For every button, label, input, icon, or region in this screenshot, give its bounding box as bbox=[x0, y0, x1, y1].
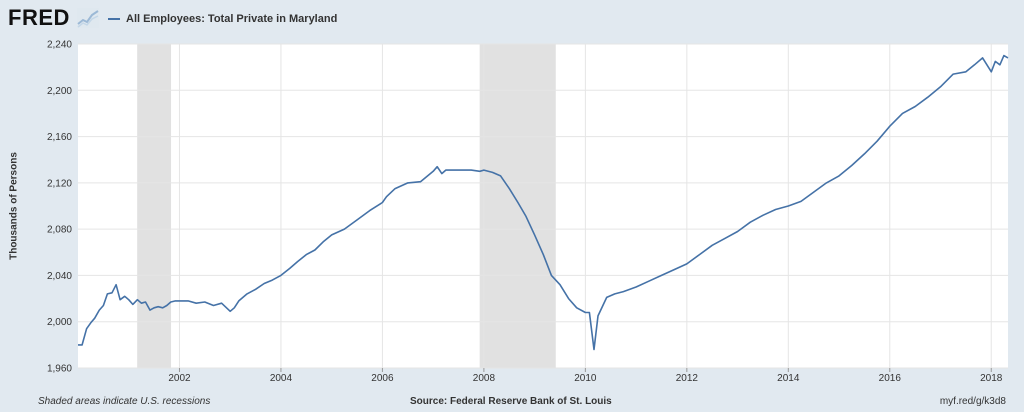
y-tick-label: 2,160 bbox=[47, 132, 72, 143]
y-tick-label: 2,040 bbox=[47, 271, 72, 282]
y-axis-ticks: 1,960 2,000 2,040 2,080 2,120 2,160 2,200 2,240 bbox=[47, 40, 72, 375]
x-tick-label: 2012 bbox=[676, 373, 699, 384]
series-line bbox=[78, 54, 1009, 351]
y-tick-label: 1,960 bbox=[47, 364, 72, 375]
x-tick-label: 2008 bbox=[473, 373, 496, 384]
y-tick-label: 2,000 bbox=[47, 317, 72, 328]
legend-series-label[interactable]: All Employees: Total Private in Maryland bbox=[126, 13, 338, 25]
recession-band bbox=[479, 44, 556, 368]
y-tick-label: 2,120 bbox=[47, 178, 72, 189]
short-url-link[interactable]: myf.red/g/k3d8 bbox=[939, 396, 1006, 407]
x-tick-label: 2006 bbox=[371, 373, 394, 384]
x-tick-label: 2018 bbox=[980, 373, 1003, 384]
x-axis-ticks: 2002 2004 2006 2008 2010 2012 2014 2016 2018 bbox=[168, 368, 1003, 384]
x-tick-label: 2016 bbox=[879, 373, 902, 384]
y-tick-label: 2,080 bbox=[47, 225, 72, 236]
y-axis-label: Thousands of Persons bbox=[8, 152, 20, 260]
recession-bands bbox=[137, 44, 556, 368]
x-tick-label: 2004 bbox=[270, 373, 293, 384]
series-layer bbox=[78, 54, 1009, 351]
recession-note: Shaded areas indicate U.S. recessions bbox=[38, 396, 211, 407]
gridlines bbox=[78, 43, 1008, 369]
recession-band bbox=[137, 44, 172, 368]
x-tick-label: 2014 bbox=[777, 373, 800, 384]
x-tick-label: 2002 bbox=[168, 373, 191, 384]
x-tick-label: 2010 bbox=[574, 373, 597, 384]
y-tick-label: 2,240 bbox=[47, 40, 72, 51]
source-note: Source: Federal Reserve Bank of St. Loui… bbox=[410, 396, 612, 407]
legend-swatch bbox=[108, 18, 120, 20]
chart-header: FRED All Employees: Total Private in Mar… bbox=[0, 0, 1024, 36]
chart-legend: All Employees: Total Private in Maryland bbox=[108, 12, 337, 26]
y-tick-label: 2,200 bbox=[47, 86, 72, 97]
fred-graph-mark-icon bbox=[77, 8, 99, 28]
fred-logo[interactable]: FRED bbox=[8, 5, 70, 30]
